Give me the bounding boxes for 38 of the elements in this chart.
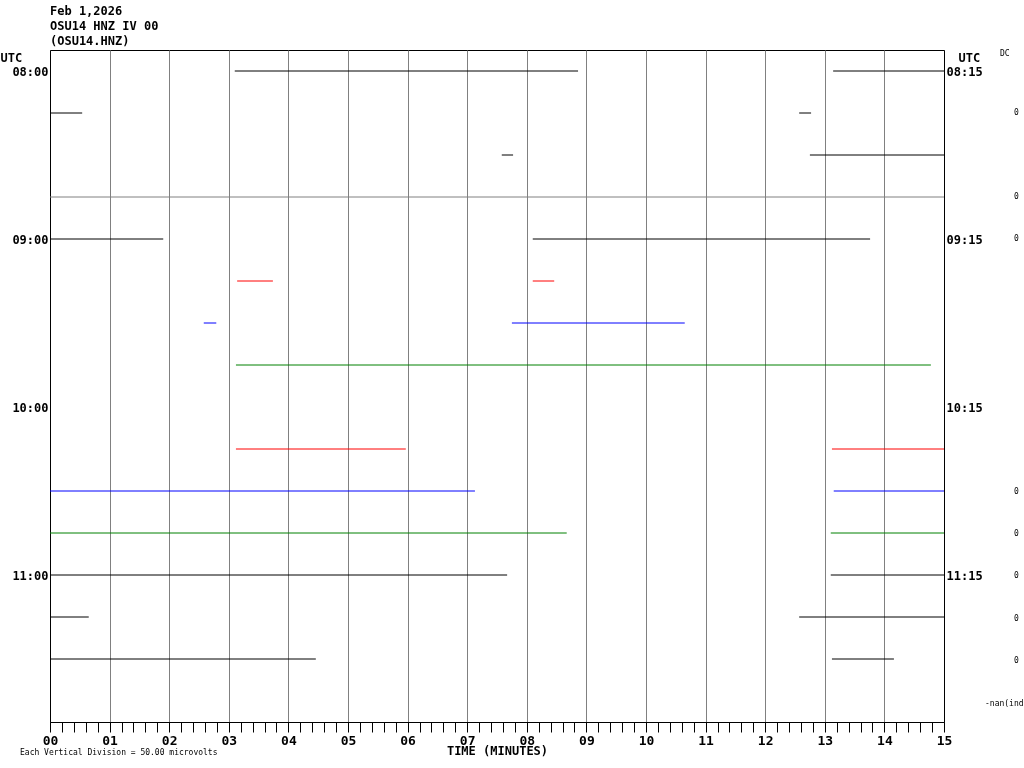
chart-title: Feb 1,2026 [50, 4, 123, 18]
text: 0 [1014, 487, 1019, 496]
x-tick-label: 05 [340, 732, 357, 748]
text: 0 [1014, 614, 1019, 623]
chart-subtitle: OSU14 HNZ IV 00 (OSU14.HNZ) [50, 19, 159, 48]
y2-axis-title: UTC [958, 50, 981, 65]
text: 0 [1014, 234, 1019, 243]
x-tick-label: 04 [281, 732, 297, 748]
x-tick-label: 14 [877, 732, 893, 748]
text: DC [1000, 49, 1010, 58]
x-tick-label: 15 [936, 732, 953, 748]
text: 0 [1014, 571, 1019, 580]
x-tick-label: 03 [221, 732, 238, 748]
x-tick-label: 01 [102, 732, 119, 748]
x-tick-label: 02 [161, 732, 178, 748]
y2-tick-label: 08:15 [946, 64, 983, 79]
y2-tick-label: 11:15 [946, 568, 983, 583]
x-tick-label: 09 [579, 732, 595, 748]
text: 0 [1014, 656, 1019, 665]
text: -nan(ind [985, 699, 1024, 708]
text: 0 [1014, 108, 1019, 117]
x-axis-title: TIME (MINUTES) [446, 743, 549, 758]
y2-tick-label: 09:15 [946, 232, 983, 247]
x-tick-label: 06 [400, 732, 417, 748]
text: 0 [1014, 192, 1019, 201]
x-tick-label: 13 [817, 732, 834, 748]
x-tick-label: 12 [757, 732, 774, 748]
x-tick-label: 11 [698, 732, 715, 748]
y-tick-label: 11:00 [12, 568, 49, 583]
y2-tick-label: 10:15 [946, 400, 983, 415]
text: 0 [1014, 529, 1019, 538]
x-tick-label: 00 [42, 732, 59, 748]
y-tick-label: 08:00 [12, 64, 49, 79]
y-tick-label: 10:00 [12, 400, 49, 415]
text: Each Vertical Division = 50.00 microvolts [20, 748, 218, 757]
y-axis-title: UTC [0, 50, 23, 65]
y-tick-label: 09:00 [12, 232, 49, 247]
x-tick-label: 10 [638, 732, 655, 748]
